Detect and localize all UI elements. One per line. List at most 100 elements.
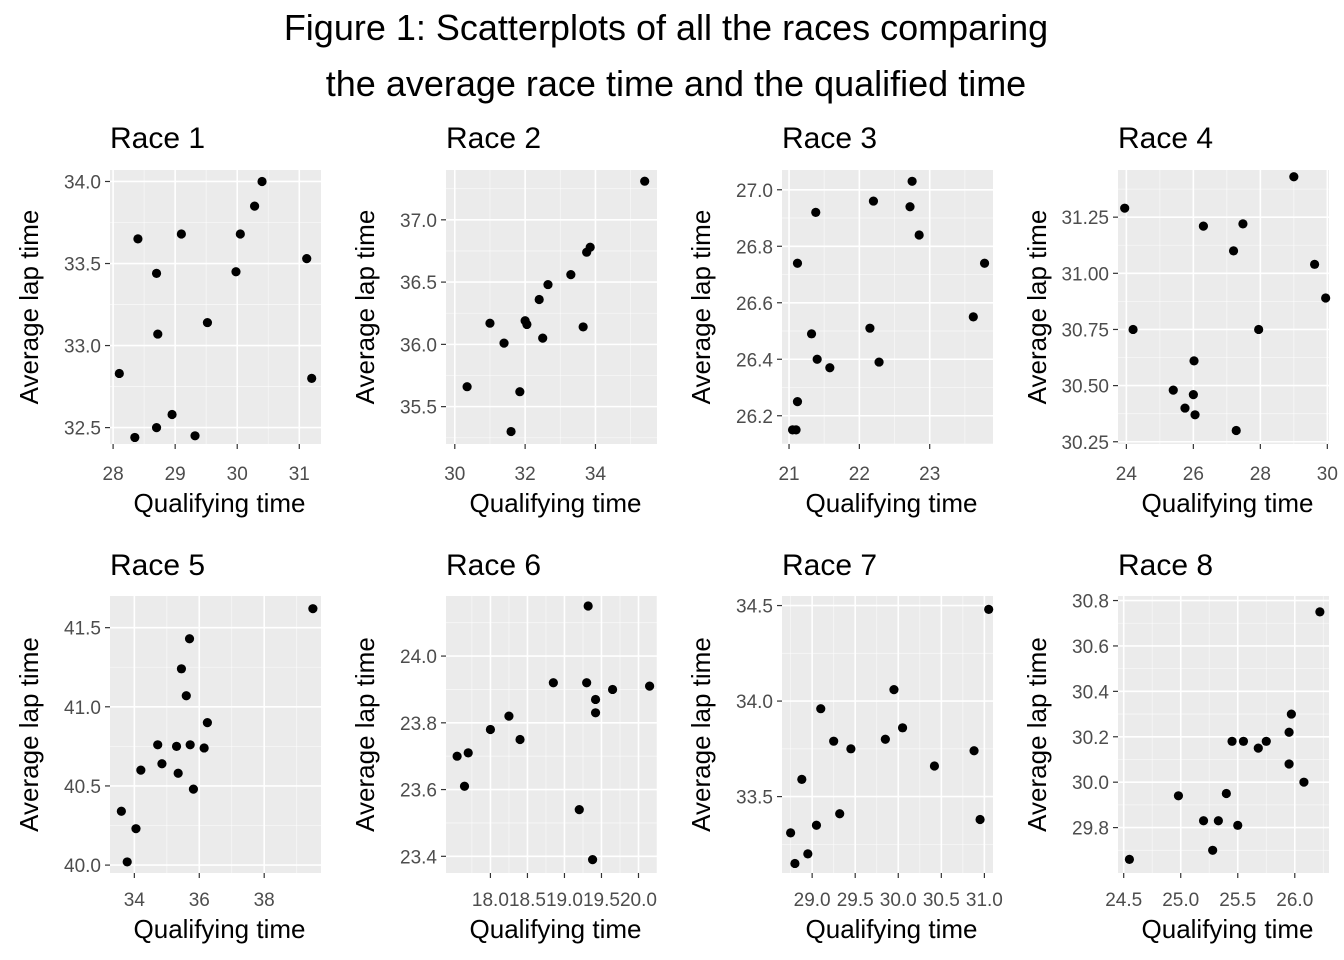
panel-title: Race 3 (782, 122, 877, 155)
data-point (1189, 356, 1199, 366)
data-point (914, 230, 924, 240)
data-point (889, 685, 899, 695)
data-point (1284, 759, 1294, 769)
x-tick-label: 19.5 (583, 890, 620, 911)
data-point (459, 781, 470, 791)
data-point (825, 363, 835, 373)
data-point (897, 723, 908, 733)
data-point (1299, 777, 1309, 787)
x-tick-label: 26.0 (1276, 890, 1313, 911)
facet-race-1: 28 29 30 31 32.5 33.0 33.5 34.0 Race 1 Qualifying… (14, 122, 321, 518)
data-point (1198, 221, 1209, 231)
data-point (979, 258, 990, 268)
x-tick-label: 25.5 (1219, 890, 1256, 911)
data-point (133, 234, 143, 244)
data-point (114, 368, 124, 379)
data-point (534, 294, 544, 305)
y-axis-label: Average lap time (350, 637, 380, 832)
data-point (786, 828, 796, 838)
data-point (984, 604, 994, 614)
data-point (574, 804, 584, 815)
data-point (578, 322, 588, 332)
data-point (874, 357, 884, 367)
data-point (582, 678, 592, 688)
y-tick-label: 34.0 (736, 692, 773, 713)
data-point (1238, 736, 1249, 746)
data-point (644, 681, 655, 691)
data-point (816, 704, 826, 714)
data-point (790, 858, 800, 869)
y-axis-label: Average lap time (686, 637, 716, 832)
x-tick-label: 28 (103, 464, 124, 485)
data-point (462, 382, 472, 392)
data-point (235, 229, 245, 239)
data-point (171, 741, 182, 751)
data-point (835, 809, 845, 819)
data-point (1315, 607, 1325, 617)
y-tick-label: 40.5 (64, 777, 101, 798)
data-point (811, 820, 822, 830)
facet-race-3: 21 22 23 26.2 26.4 26.6 26.8 27.0 Race 3 Qualifyi… (686, 122, 993, 518)
data-point (184, 634, 195, 644)
x-axis-label: Qualifying time (1142, 488, 1314, 518)
x-tick-label: 31 (289, 464, 310, 485)
data-point (199, 743, 209, 753)
data-point (499, 338, 509, 348)
x-tick-label: 34 (585, 464, 607, 485)
data-point (515, 734, 525, 745)
x-tick-label: 24 (1116, 464, 1138, 485)
data-point (1286, 709, 1296, 719)
facet-panels: 28 29 30 31 32.5 33.0 33.5 34.0 Race 1 Qualifying… (14, 122, 1338, 944)
data-point (1321, 293, 1331, 303)
data-point (173, 768, 183, 778)
data-point (181, 691, 191, 701)
x-tick-label: 20.0 (620, 890, 657, 911)
x-tick-label: 22 (849, 464, 870, 485)
data-point (1180, 403, 1190, 413)
data-point (829, 736, 839, 746)
data-point (202, 718, 212, 728)
facet-race-6: 18.0 18.5 19.0 19.5 20.0 23.4 23.6 23.8 24.0 Race… (350, 549, 658, 944)
data-point (506, 426, 516, 437)
x-axis-label: Qualifying time (806, 914, 978, 944)
y-tick-label: 40.0 (64, 856, 101, 877)
data-point (302, 253, 312, 264)
data-point (811, 207, 821, 217)
y-tick-label: 30.0 (1072, 773, 1109, 794)
data-point (130, 432, 140, 443)
data-point (185, 740, 195, 750)
data-point (202, 317, 213, 328)
panel-background (782, 596, 993, 873)
y-tick-label: 30.4 (1072, 682, 1109, 703)
panel-title: Race 6 (446, 549, 541, 582)
x-tick-label: 24.5 (1105, 890, 1142, 911)
data-point (1309, 259, 1320, 269)
y-tick-label: 26.6 (736, 294, 773, 315)
x-axis-label: Qualifying time (1142, 914, 1314, 944)
y-tick-label: 33.5 (64, 255, 101, 276)
y-axis-label: Average lap time (14, 637, 44, 832)
y-tick-label: 30.2 (1072, 728, 1109, 749)
x-tick-label: 30.5 (923, 890, 960, 911)
data-point (1188, 389, 1198, 400)
panel-background (1118, 170, 1329, 444)
data-point (1124, 854, 1135, 864)
y-axis-label: Average lap time (1022, 210, 1052, 405)
data-point (812, 354, 822, 364)
data-point (151, 268, 162, 278)
y-tick-label: 35.5 (400, 398, 437, 419)
y-tick-label: 37.0 (400, 211, 437, 232)
data-point (1253, 743, 1263, 753)
data-point (463, 748, 473, 758)
x-tick-label: 29.5 (837, 890, 874, 911)
panel-title: Race 4 (1118, 122, 1213, 155)
panel-title: Race 7 (782, 549, 877, 582)
x-tick-label: 18.5 (509, 890, 546, 911)
data-point (1238, 219, 1248, 229)
panel-title: Race 1 (110, 122, 205, 155)
data-point (868, 196, 879, 206)
panel-background (110, 170, 321, 444)
x-tick-label: 30 (227, 464, 248, 485)
y-tick-label: 26.4 (736, 350, 773, 371)
